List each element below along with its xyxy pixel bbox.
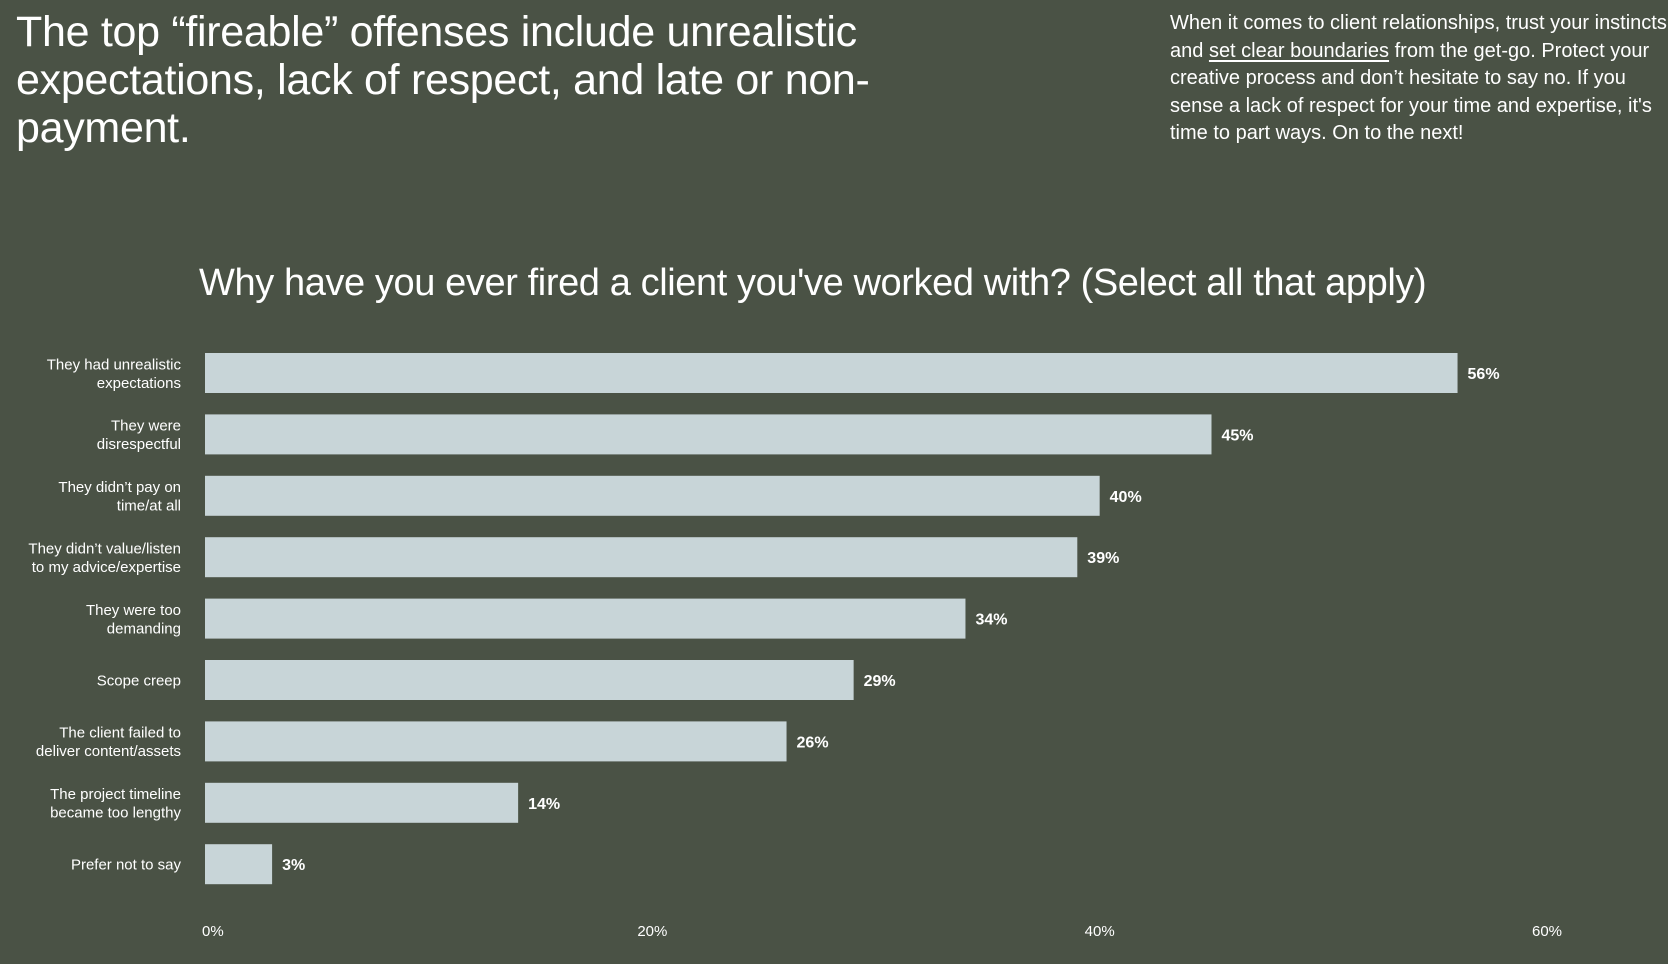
category-label-2: They were disrespectful: [97, 418, 181, 454]
x-tick-label-4: 60%: [1532, 923, 1562, 940]
set-clear-boundaries-link[interactable]: set clear boundaries: [1208, 39, 1390, 62]
category-label-line: expectations: [97, 375, 181, 392]
bar-9: [205, 844, 273, 885]
bar-3: [205, 475, 1100, 516]
bar-2: [205, 414, 1212, 455]
category-label-9: Prefer not to say: [71, 857, 182, 874]
category-label-line: Scope creep: [97, 673, 181, 690]
category-label-line: They were too: [86, 602, 181, 619]
value-label-9: 3%: [282, 857, 305, 874]
category-label-line: deliver content/assets: [36, 743, 181, 760]
category-label-7: The client failed to deliver content/asse…: [36, 725, 181, 761]
category-label-line: They were: [111, 418, 181, 435]
category-label-line: disrespectful: [97, 436, 181, 453]
category-label-line: became too lengthy: [50, 805, 181, 822]
category-label-1: They had unrealistic expectations: [47, 356, 182, 392]
bar-7: [205, 721, 787, 762]
value-label-7: 26%: [797, 734, 829, 751]
intro-paragraph: When it comes to client relationships, t…: [1170, 10, 1668, 148]
x-tick-label-2: 20%: [637, 923, 667, 940]
bar-chart: They had unrealistic expectations They wer…: [28, 353, 1562, 940]
bar-4: [205, 537, 1078, 578]
value-label-8: 14%: [528, 796, 560, 813]
value-label-6: 29%: [864, 673, 896, 690]
category-label-6: Scope creep: [97, 673, 181, 690]
category-label-line: The client failed to: [59, 725, 181, 742]
chart-title: Why have you ever fired a client you've …: [199, 262, 1427, 304]
category-label-line: Prefer not to say: [71, 857, 182, 874]
x-tick-labels-group: 0% 20% 40% 60%: [202, 923, 1562, 940]
value-label-3: 40%: [1110, 489, 1142, 506]
category-label-line: time/at all: [117, 498, 181, 515]
value-label-5: 34%: [975, 612, 1007, 629]
category-label-line: The project timeline: [50, 786, 181, 803]
category-label-5: They were too demanding: [86, 602, 181, 638]
category-label-3: They didn’t pay on time/at all: [58, 479, 181, 515]
category-label-line: They didn’t value/listen: [28, 540, 181, 557]
category-label-line: to my advice/expertise: [32, 559, 181, 576]
bar-5: [205, 598, 966, 639]
headline: The top “fireable” offenses include unre…: [16, 8, 870, 152]
value-label-1: 56%: [1468, 366, 1500, 383]
intro-text-start: When it comes to client relationships, t…: [1170, 12, 1667, 62]
value-labels-group: 56% 45% 40% 39% 34% 29% 26% 14% 3%: [282, 366, 1499, 874]
x-tick-label-1: 0%: [202, 923, 224, 940]
category-label-line: They had unrealistic: [47, 356, 182, 373]
intro-text-end: from the get-go. Protect your creative p…: [1170, 39, 1652, 145]
bar-6: [205, 660, 854, 700]
category-labels-group: They had unrealistic expectations They wer…: [28, 356, 181, 873]
x-tick-label-3: 40%: [1085, 923, 1115, 940]
value-label-4: 39%: [1087, 550, 1119, 567]
category-label-4: They didn’t value/listen to my advice/exp…: [28, 540, 181, 576]
bar-8: [205, 782, 519, 823]
category-label-8: The project timeline became too lengthy: [50, 786, 181, 822]
value-label-2: 45%: [1222, 427, 1254, 444]
bars-group: [205, 353, 1458, 885]
category-label-line: They didn’t pay on: [58, 479, 181, 496]
bar-1: [205, 353, 1458, 393]
category-label-line: demanding: [107, 620, 181, 637]
